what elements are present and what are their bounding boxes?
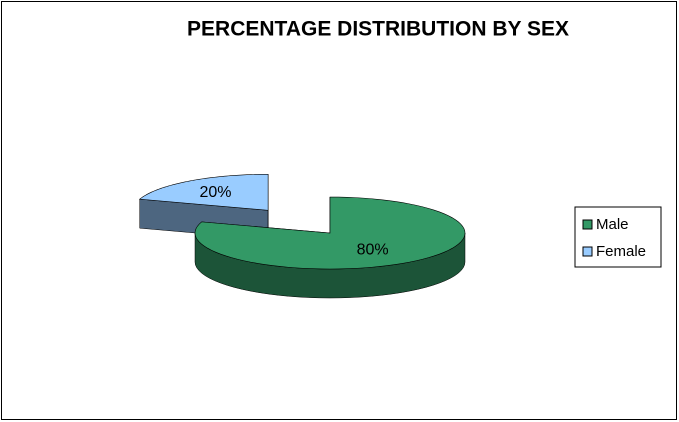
pie-slice (138, 173, 269, 211)
pie-slice (194, 196, 466, 270)
chart-title: PERCENTAGE DISTRIBUTION BY SEX (187, 18, 569, 41)
legend-label: Female (596, 243, 646, 260)
data-label: 80% (357, 242, 389, 259)
legend-label: Male (596, 216, 629, 233)
legend-box (574, 206, 662, 268)
legend-swatch (582, 219, 593, 230)
data-label: 20% (199, 184, 231, 201)
legend-swatch (582, 246, 593, 257)
